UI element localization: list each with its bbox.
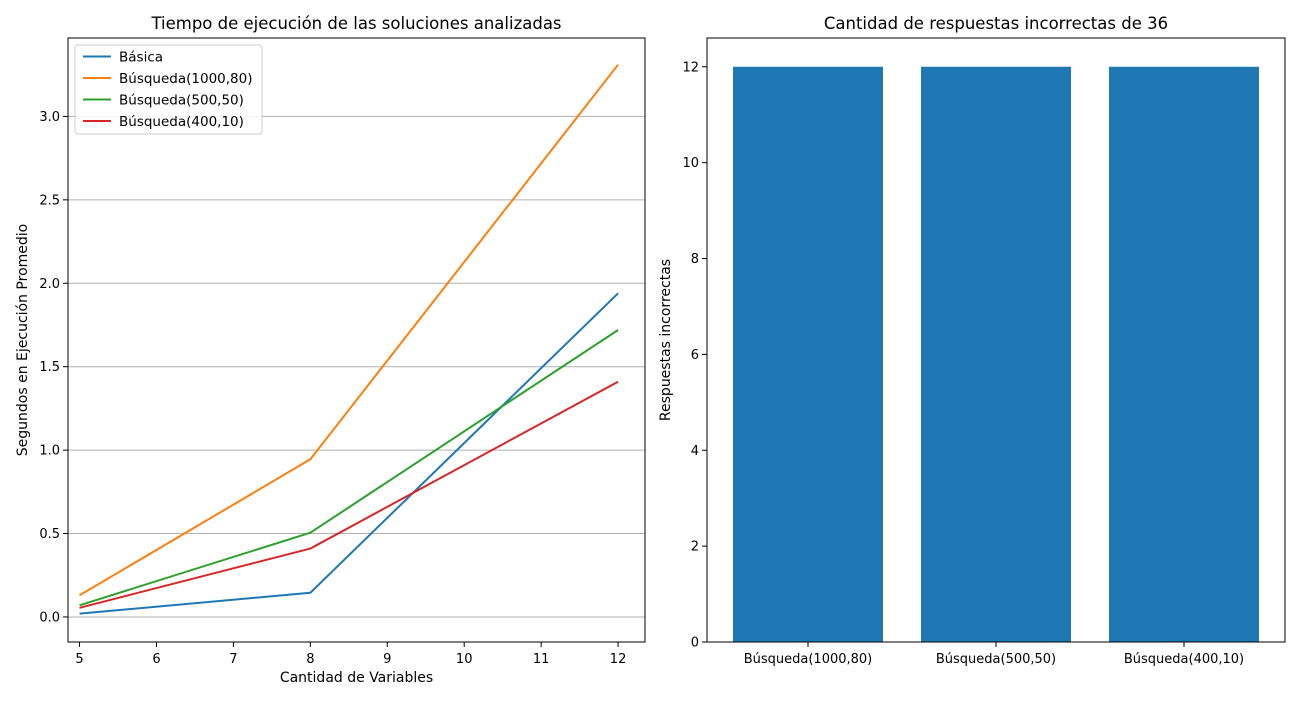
bar-chart-x-ticks: Búsqueda(1000,80) Búsqueda(500,50) Búsqued… bbox=[744, 642, 1244, 667]
line-chart: 5 6 7 8 9 10 11 12 0.0 0.5 1.0 1.5 2.0 2.5 3.0 Tiempo… bbox=[15, 14, 646, 686]
line-chart-series bbox=[79, 64, 619, 615]
x-tick-label: 9 bbox=[383, 652, 391, 667]
legend-label: Básica bbox=[119, 50, 163, 66]
y-tick-label: 10 bbox=[682, 156, 699, 171]
bar bbox=[921, 66, 1071, 642]
bar-chart-y-label: Respuestas incorrectas bbox=[658, 259, 674, 421]
series-line-1 bbox=[79, 64, 619, 597]
series-line-2 bbox=[79, 329, 619, 607]
line-chart-x-ticks: 5 6 7 8 9 10 11 12 bbox=[75, 642, 626, 667]
y-tick-label: 8 bbox=[691, 252, 699, 267]
y-tick-label: 2.5 bbox=[39, 193, 60, 208]
line-chart-y-label: Segundos en Ejecución Promedio bbox=[15, 224, 31, 456]
x-tick-label: Búsqueda(400,10) bbox=[1124, 652, 1244, 667]
y-tick-label: 0.5 bbox=[39, 527, 60, 542]
y-tick-label: 1.5 bbox=[39, 360, 60, 375]
x-tick-label: Búsqueda(1000,80) bbox=[744, 652, 873, 667]
line-chart-y-ticks: 0.0 0.5 1.0 1.5 2.0 2.5 3.0 bbox=[39, 110, 68, 625]
line-chart-legend: Básica Búsqueda(1000,80) Búsqueda(500,50) B… bbox=[74, 44, 263, 135]
legend-label: Búsqueda(500,50) bbox=[119, 93, 244, 109]
line-chart-x-label: Cantidad de Variables bbox=[280, 670, 433, 686]
bar bbox=[733, 66, 883, 642]
bar-chart-y-ticks: 0 2 4 6 8 10 12 bbox=[682, 60, 707, 651]
bar-chart-title: Cantidad de respuestas incorrectas de 36 bbox=[824, 14, 1168, 33]
y-tick-label: 12 bbox=[682, 60, 699, 75]
bar-chart: Búsqueda(1000,80) Búsqueda(500,50) Búsqued… bbox=[658, 14, 1286, 667]
y-tick-label: 4 bbox=[691, 444, 699, 459]
line-chart-frame bbox=[67, 37, 646, 643]
y-tick-label: 1.0 bbox=[39, 444, 60, 459]
y-tick-label: 0.0 bbox=[39, 610, 60, 625]
y-tick-label: 3.0 bbox=[39, 110, 60, 125]
y-tick-label: 6 bbox=[691, 348, 699, 363]
x-tick-label: 12 bbox=[610, 652, 627, 667]
bar bbox=[1109, 66, 1259, 642]
bar-chart-bars bbox=[733, 66, 1259, 642]
series-line-3 bbox=[79, 380, 619, 609]
line-chart-title: Tiempo de ejecución de las soluciones an… bbox=[150, 14, 561, 33]
x-tick-label: 7 bbox=[229, 652, 237, 667]
line-chart-grid bbox=[68, 115, 645, 618]
x-tick-label: 10 bbox=[456, 652, 473, 667]
y-tick-label: 0 bbox=[691, 636, 699, 651]
x-tick-label: 6 bbox=[152, 652, 160, 667]
legend-label: Búsqueda(400,10) bbox=[119, 114, 244, 130]
legend-box bbox=[74, 44, 263, 135]
y-tick-label: 2.0 bbox=[39, 277, 60, 292]
x-tick-label: Búsqueda(500,50) bbox=[936, 652, 1056, 667]
y-tick-label: 2 bbox=[691, 540, 699, 555]
x-tick-label: 8 bbox=[306, 652, 314, 667]
legend-label: Búsqueda(1000,80) bbox=[119, 71, 252, 87]
x-tick-label: 5 bbox=[75, 652, 83, 667]
series-line-0 bbox=[79, 292, 619, 615]
x-tick-label: 11 bbox=[533, 652, 550, 667]
